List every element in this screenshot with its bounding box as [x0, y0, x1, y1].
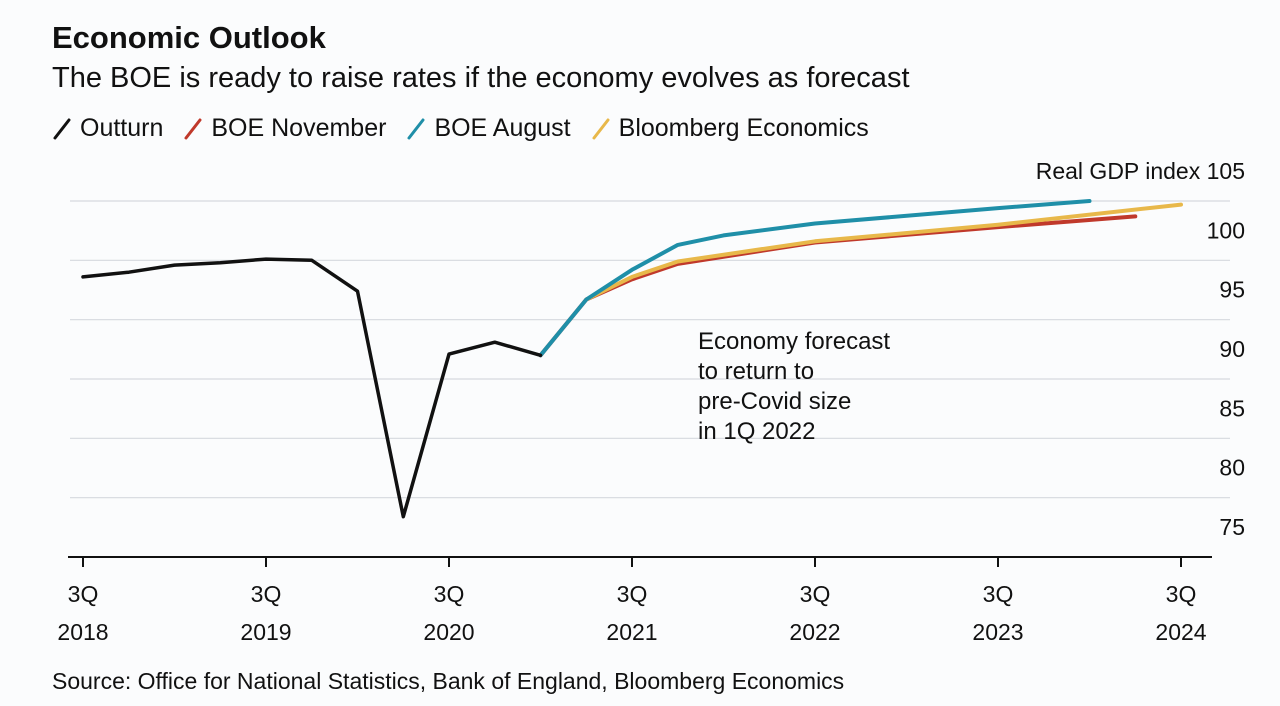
legend-swatch-icon	[184, 118, 202, 139]
legend-item: Bloomberg Economics	[591, 114, 869, 143]
x-tick-quarter: 3Q	[617, 581, 648, 607]
legend-swatch-icon	[407, 118, 425, 139]
x-tick-year: 2020	[423, 619, 474, 645]
y-tick-label: 80	[1219, 455, 1245, 481]
source-note: Source: Office for National Statistics, …	[52, 668, 845, 694]
y-tick-label: 85	[1219, 395, 1245, 421]
x-tick-year: 2022	[789, 619, 840, 645]
chart-subtitle: The BOE is ready to raise rates if the e…	[52, 62, 910, 94]
legend-item: Outturn	[52, 114, 163, 143]
x-tick-year: 2018	[57, 619, 108, 645]
x-tick-year: 2021	[606, 619, 657, 645]
annotation-line: to return to	[698, 358, 814, 385]
series-line-bloomberg-economics	[584, 202, 1183, 302]
x-tick-quarter: 3Q	[68, 581, 99, 607]
series-line-outturn	[81, 257, 543, 519]
x-tick-quarter: 3Q	[434, 581, 465, 607]
series-line-boe-august	[538, 199, 1092, 358]
x-tick-quarter: 3Q	[251, 581, 282, 607]
y-tick-label: 95	[1219, 277, 1245, 303]
annotation-line: pre-Covid size	[698, 388, 851, 415]
x-tick-quarter: 3Q	[800, 581, 831, 607]
y-tick-label: 100	[1207, 217, 1245, 243]
y-tick-label: 75	[1219, 514, 1245, 540]
legend-item: BOE November	[183, 114, 386, 143]
legend: Outturn BOE November BOE August Bloomberg E…	[52, 114, 869, 143]
y-tick-label: 90	[1219, 336, 1245, 362]
chart-title: Economic Outlook	[52, 20, 326, 55]
annotation-line: Economy forecast	[698, 328, 890, 355]
y-tick-label: Real GDP index 105	[1036, 158, 1245, 184]
legend-label: Bloomberg Economics	[618, 114, 869, 142]
x-tick-year: 2019	[240, 619, 291, 645]
x-tick-quarter: 3Q	[1166, 581, 1197, 607]
legend-label: BOE August	[434, 114, 571, 142]
legend-label: Outturn	[80, 114, 164, 142]
legend-label: BOE November	[211, 114, 387, 142]
x-tick-quarter: 3Q	[983, 581, 1014, 607]
annotation-line: in 1Q 2022	[698, 418, 815, 445]
legend-swatch-icon	[53, 118, 71, 139]
x-tick-year: 2024	[1155, 619, 1206, 645]
x-tick-year: 2023	[972, 619, 1023, 645]
legend-item: BOE August	[406, 114, 571, 143]
legend-swatch-icon	[592, 118, 610, 139]
